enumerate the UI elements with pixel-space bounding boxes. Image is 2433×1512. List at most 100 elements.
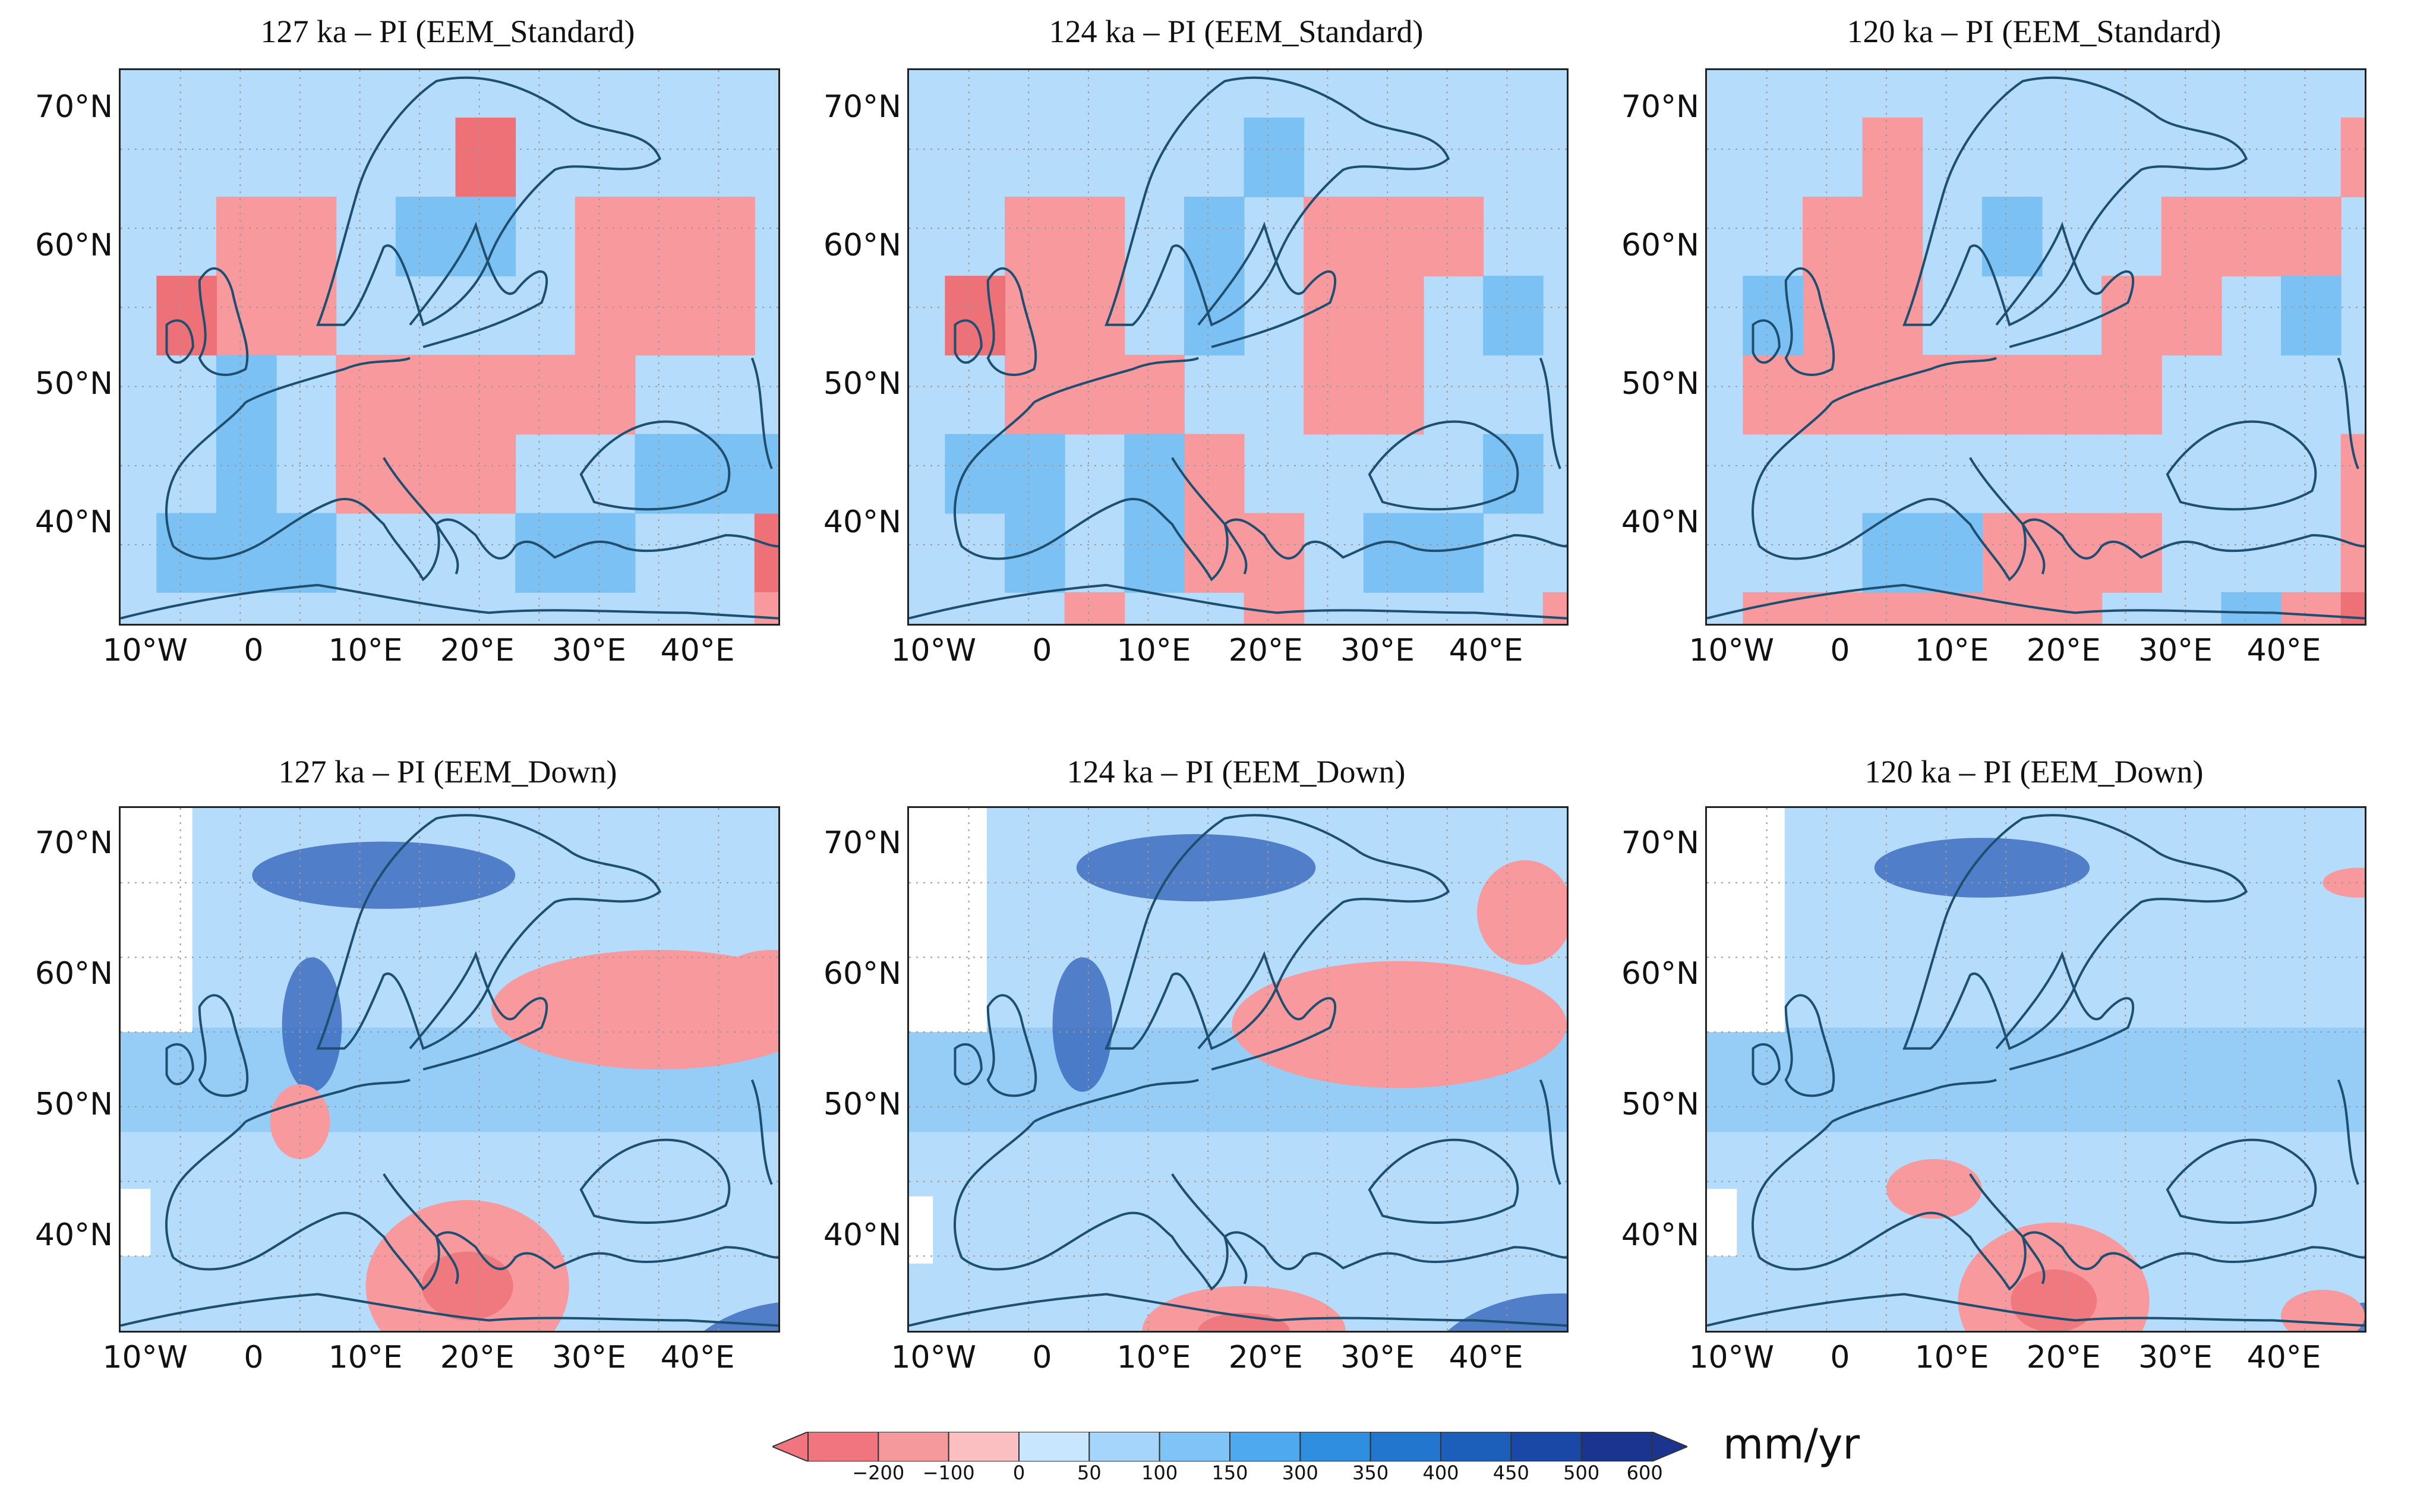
grid-cell (1981, 197, 2043, 277)
colorbar-end-right (1651, 1432, 1687, 1462)
colorbar-segment (1088, 1432, 1160, 1462)
grid-cell (1005, 434, 1065, 514)
grid-cell (575, 513, 636, 593)
grid-cell (1005, 197, 1065, 277)
grid-cell (1363, 513, 1424, 593)
lon-label: 10°W (102, 1340, 188, 1375)
coastline (954, 319, 983, 364)
coastline (1368, 1138, 1519, 1224)
positive-anomaly-core (421, 1251, 513, 1321)
high-anomaly-region (1052, 957, 1113, 1092)
grid-cell (1922, 355, 1983, 435)
coastline (1969, 457, 2046, 575)
colorbar-tick: 350 (1352, 1462, 1389, 1484)
grid-cell (2221, 592, 2282, 624)
lat-label: 50°N (823, 1086, 901, 1122)
panel-title: 120 ka – PI (EEM_Standard) (1847, 14, 2221, 49)
lat-label: 40°N (823, 1217, 901, 1253)
lon-label: 40°E (1449, 633, 1523, 668)
colorbar-segment (1159, 1432, 1231, 1462)
positive-anomaly-region (2281, 1289, 2365, 1331)
colorbar-tick: 0 (1012, 1462, 1025, 1484)
map-area (1705, 806, 2366, 1333)
coastline (1784, 267, 1835, 376)
map-area (119, 806, 780, 1333)
colorbar-segment (1510, 1432, 1582, 1462)
coastline (383, 457, 459, 575)
lat-label: 70°N (1621, 825, 1699, 861)
lon-label: 10°W (1689, 1340, 1775, 1375)
lat-label: 70°N (34, 825, 113, 861)
grid-cell (1423, 197, 1484, 277)
grid-cell (2340, 117, 2365, 198)
coastline (909, 1293, 1567, 1327)
coastline (1752, 356, 2365, 582)
no-data-region (909, 808, 987, 1033)
grid-cell (945, 434, 1006, 514)
grid-cell (216, 197, 277, 277)
lon-label: 10°E (1116, 633, 1191, 668)
coastline (121, 583, 778, 620)
coastline (198, 267, 249, 376)
coastline (909, 583, 1567, 620)
map-area (907, 806, 1569, 1333)
positive-anomaly-core (2011, 1269, 2097, 1331)
coastline (750, 357, 773, 469)
lon-label: 30°E (1340, 633, 1415, 668)
colorbar-tick: −200 (852, 1462, 905, 1484)
grid-cell (515, 355, 576, 435)
colorbar-segment (948, 1432, 1020, 1462)
lat-label: 40°N (1621, 504, 1699, 541)
coastline (1752, 1043, 1781, 1085)
grid-cell (1862, 355, 1923, 435)
grid-cell (1244, 117, 1305, 198)
grid-cell (1862, 117, 1923, 198)
grid-cell (2161, 197, 2222, 277)
grid-cell (1244, 592, 1305, 624)
grid-cell (395, 197, 456, 277)
grid-cell (1005, 513, 1065, 593)
grid-cell (1124, 513, 1185, 593)
lon-label: 20°E (1228, 1340, 1303, 1375)
colorbar-end-left (772, 1432, 809, 1462)
lon-label: 10°W (1689, 633, 1775, 668)
coastline (986, 267, 1037, 376)
coastline (409, 221, 548, 348)
colorbar-tick: 400 (1422, 1462, 1459, 1484)
grid-cell (635, 276, 696, 356)
positive-anomaly-region (491, 949, 778, 1069)
coastline (1969, 1173, 2046, 1284)
lat-label: 50°N (1621, 1086, 1699, 1122)
map-canvas (909, 70, 1567, 624)
positive-anomaly-region (1886, 1159, 1982, 1219)
lon-label: 10°W (102, 633, 188, 668)
lat-label: 70°N (34, 89, 113, 125)
colorbar-tick: 100 (1141, 1462, 1178, 1484)
high-anomaly-region (252, 841, 516, 909)
lat-label: 60°N (1621, 228, 1699, 264)
colorbar-segment (1440, 1432, 1512, 1462)
no-data-region (1707, 808, 1785, 1033)
grid-cell (1862, 513, 1923, 593)
map-area (119, 68, 780, 626)
coastline (2337, 357, 2359, 469)
lon-label: 40°E (1449, 1340, 1523, 1375)
grid-cell (1743, 355, 1804, 435)
grid-cell (276, 197, 337, 277)
grid-cell (575, 276, 636, 356)
grid-cell (1064, 355, 1125, 435)
lon-label: 10°E (1914, 633, 1989, 668)
lon-label: 40°E (2246, 1340, 2321, 1375)
positive-anomaly-core (1198, 1312, 1290, 1331)
grid-cell (2221, 197, 2282, 277)
lat-label: 60°N (1621, 955, 1699, 992)
grid-cell (1483, 276, 1544, 356)
high-anomaly-region (1076, 834, 1316, 902)
grid-cell (1862, 276, 1923, 356)
grid-cell (1064, 276, 1125, 356)
lat-label: 60°N (823, 228, 901, 264)
grid-cell (395, 355, 456, 435)
grid-cell (1363, 197, 1424, 277)
coastline (198, 994, 249, 1097)
lon-label: 10°E (328, 633, 403, 668)
